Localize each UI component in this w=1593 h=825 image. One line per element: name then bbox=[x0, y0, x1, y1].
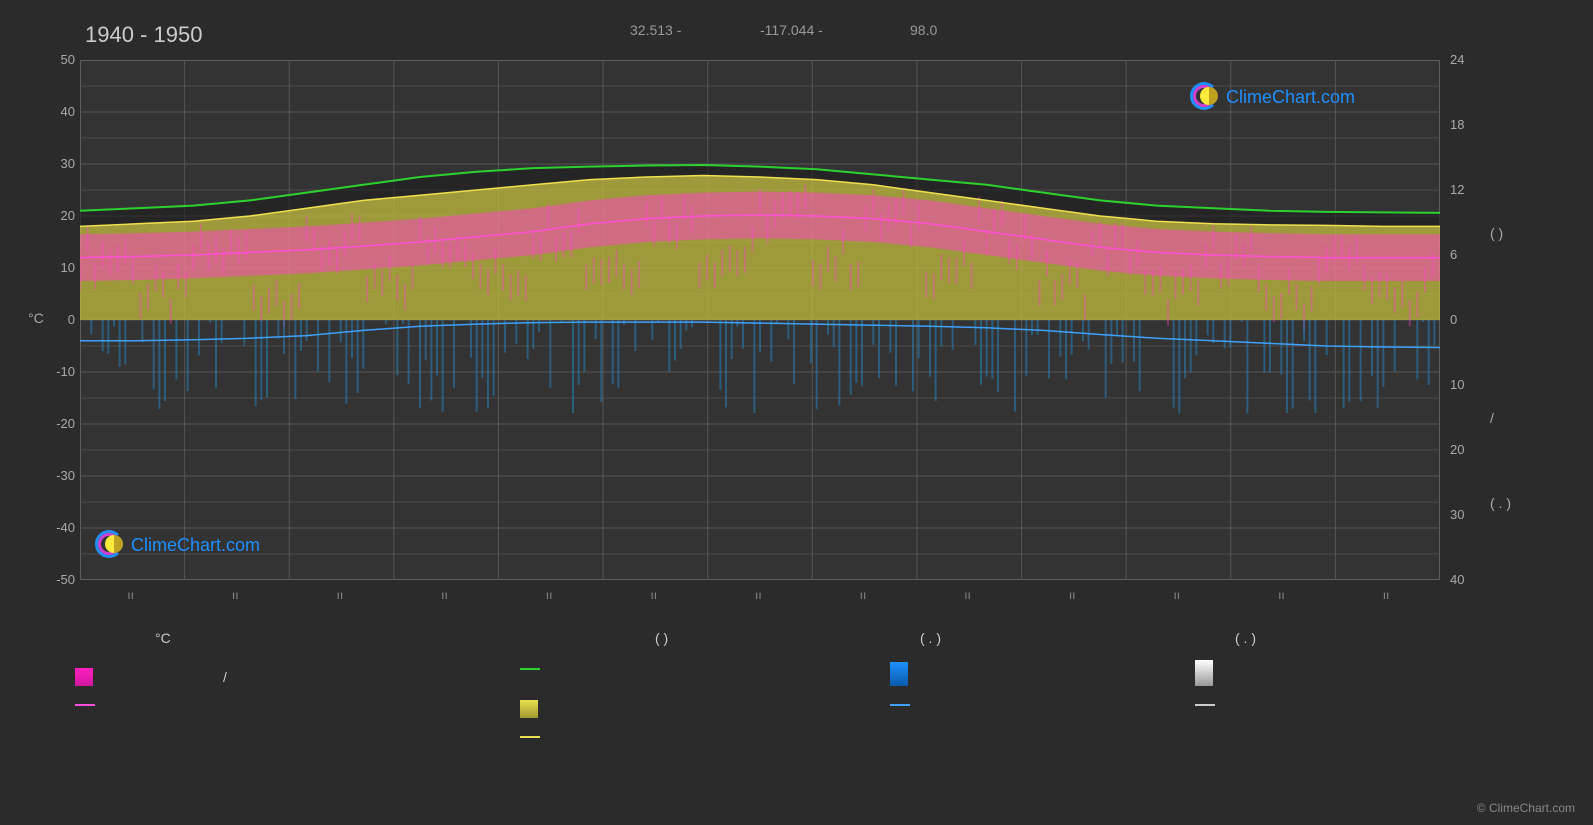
y-left-tick: 10 bbox=[35, 260, 75, 275]
y-left-tick: -10 bbox=[35, 364, 75, 379]
y-left-tick: -30 bbox=[35, 468, 75, 483]
legend-magenta-bar: / bbox=[75, 668, 227, 686]
header-lat: 32.513 - bbox=[630, 22, 681, 38]
x-tick: ıı bbox=[1383, 588, 1390, 602]
y-left-tick: 20 bbox=[35, 208, 75, 223]
x-tick: ıı bbox=[1069, 588, 1076, 602]
legend-header-temp: °C bbox=[155, 630, 171, 646]
y-right-tick: 6 bbox=[1450, 247, 1490, 262]
y-right-tick: 10 bbox=[1450, 377, 1490, 392]
y-left-tick: -40 bbox=[35, 520, 75, 535]
logo-text: ClimeChart.com bbox=[131, 535, 260, 556]
legend-yellow-bar bbox=[520, 700, 538, 718]
x-tick: ıı bbox=[127, 588, 134, 602]
y-left-tick: -50 bbox=[35, 572, 75, 587]
y-right-tick: 30 bbox=[1450, 507, 1490, 522]
x-tick: ıı bbox=[232, 588, 239, 602]
y-left-tick: 0 bbox=[35, 312, 75, 327]
legend-green-line bbox=[520, 668, 540, 670]
logo-top-right: ClimeChart.com bbox=[1190, 82, 1355, 112]
copyright-text: © ClimeChart.com bbox=[1477, 801, 1575, 815]
x-tick: ıı bbox=[337, 588, 344, 602]
x-tick: ıı bbox=[546, 588, 553, 602]
right-lower-paren: ( . ) bbox=[1490, 495, 1511, 511]
y-right-tick: 0 bbox=[1450, 312, 1490, 327]
y-right-tick: 12 bbox=[1450, 182, 1490, 197]
y-right-tick: 18 bbox=[1450, 117, 1490, 132]
x-tick: ıı bbox=[964, 588, 971, 602]
x-tick: ıı bbox=[650, 588, 657, 602]
legend-blue-line bbox=[890, 704, 910, 706]
x-tick: ıı bbox=[755, 588, 762, 602]
header-lon: -117.044 - bbox=[760, 22, 823, 38]
y-left-tick: 40 bbox=[35, 104, 75, 119]
swatch-blue-icon bbox=[890, 662, 908, 686]
logo-icon bbox=[95, 530, 125, 560]
legend-magenta-label: / bbox=[223, 669, 227, 685]
x-tick: ıı bbox=[1173, 588, 1180, 602]
swatch-white-icon bbox=[1195, 660, 1213, 686]
chart-svg bbox=[80, 60, 1440, 580]
right-upper-paren: ( ) bbox=[1490, 225, 1503, 241]
swatch-blue-line-icon bbox=[890, 704, 910, 706]
swatch-yellow-line-icon bbox=[520, 736, 540, 738]
logo-bottom-left: ClimeChart.com bbox=[95, 530, 260, 560]
swatch-magenta-icon bbox=[75, 668, 93, 686]
swatch-green-line-icon bbox=[520, 668, 540, 670]
legend-magenta-line bbox=[75, 704, 95, 706]
logo-text: ClimeChart.com bbox=[1226, 87, 1355, 108]
swatch-magenta-line-icon bbox=[75, 704, 95, 706]
legend-white-bar bbox=[1195, 660, 1213, 686]
legend-yellow-line bbox=[520, 736, 540, 738]
right-mid-slash: / bbox=[1490, 410, 1494, 426]
legend-blue-bar bbox=[890, 662, 908, 686]
swatch-white-line-icon bbox=[1195, 704, 1215, 706]
x-tick: ıı bbox=[1278, 588, 1285, 602]
x-tick: ıı bbox=[860, 588, 867, 602]
y-right-tick: 20 bbox=[1450, 442, 1490, 457]
x-tick: ıı bbox=[441, 588, 448, 602]
chart-area bbox=[80, 60, 1440, 580]
legend-white-line bbox=[1195, 704, 1215, 706]
legend-header-col3: ( . ) bbox=[920, 630, 941, 646]
y-left-tick: 50 bbox=[35, 52, 75, 67]
chart-title: 1940 - 1950 bbox=[85, 22, 202, 48]
y-right-tick: 24 bbox=[1450, 52, 1490, 67]
swatch-yellow-icon bbox=[520, 700, 538, 718]
logo-icon bbox=[1190, 82, 1220, 112]
y-right-tick: 40 bbox=[1450, 572, 1490, 587]
y-left-tick: -20 bbox=[35, 416, 75, 431]
legend-header-col4: ( . ) bbox=[1235, 630, 1256, 646]
y-left-tick: 30 bbox=[35, 156, 75, 171]
header-val: 98.0 bbox=[910, 22, 937, 38]
legend-header-col2: ( ) bbox=[655, 630, 668, 646]
